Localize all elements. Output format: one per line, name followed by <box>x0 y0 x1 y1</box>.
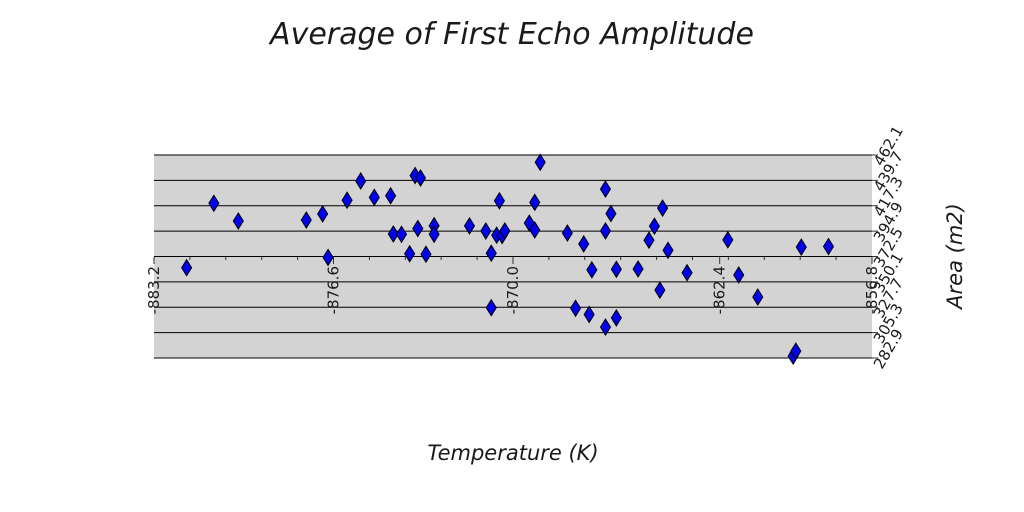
data-point <box>648 217 661 236</box>
data-point <box>485 298 497 317</box>
data-point <box>610 308 622 327</box>
x-axis-label: Temperature (K) <box>427 441 598 465</box>
y-axis: 282.9305.3327.7350.1372.5394.9417.3439.7… <box>870 123 907 372</box>
data-point <box>355 171 367 190</box>
data-point <box>387 225 399 243</box>
data-point <box>586 260 598 279</box>
data-point <box>368 188 380 207</box>
data-point <box>463 216 476 235</box>
data-point <box>632 260 644 278</box>
x-tick-label: -856.8 <box>863 266 881 314</box>
data-point <box>561 224 573 242</box>
data-point <box>733 266 745 284</box>
data-point <box>569 299 582 318</box>
chart-title: Average of First Echo Amplitude <box>268 17 754 52</box>
data-point <box>610 260 622 279</box>
data-point <box>529 193 541 212</box>
data-point <box>480 222 492 240</box>
data-point <box>599 318 612 337</box>
data-point <box>322 248 334 267</box>
data-point <box>499 221 511 240</box>
data-point <box>428 225 440 244</box>
data-point <box>605 204 617 223</box>
data-point <box>404 244 416 263</box>
data-point <box>385 186 397 205</box>
x-tick-label: -862.4 <box>711 266 729 314</box>
data-point <box>414 169 427 187</box>
data-point <box>583 305 595 324</box>
data-point <box>643 231 655 250</box>
data-point <box>578 234 590 253</box>
data-point <box>493 191 505 210</box>
data-point <box>656 199 669 218</box>
data-point <box>181 258 193 277</box>
data-point <box>654 281 666 300</box>
data-point <box>662 241 674 260</box>
data-point <box>822 237 835 256</box>
data-point <box>752 288 764 306</box>
data-point <box>529 221 541 239</box>
data-points <box>181 153 835 366</box>
data-point <box>485 244 497 263</box>
data-point <box>232 212 244 230</box>
x-tick-label: -876.6 <box>325 266 343 314</box>
data-point <box>599 180 612 199</box>
data-point <box>534 153 546 172</box>
data-point <box>300 211 312 229</box>
x-axis: -883.2 -876.6 -870.0 -862.4 -856.8 <box>145 257 881 314</box>
data-point <box>412 219 424 238</box>
gridlines <box>154 154 872 359</box>
data-point <box>317 204 329 223</box>
x-tick-label: -870.0 <box>504 266 522 314</box>
data-point <box>599 221 612 240</box>
data-point <box>722 230 734 249</box>
data-point <box>395 225 408 244</box>
x-tick-label: -883.2 <box>145 266 163 314</box>
data-point <box>790 342 802 361</box>
y-axis-label: Area (m2) <box>943 203 967 311</box>
data-point <box>681 263 693 282</box>
data-point <box>420 245 432 264</box>
data-point <box>795 238 807 257</box>
data-point <box>341 191 353 210</box>
data-point <box>208 194 220 213</box>
